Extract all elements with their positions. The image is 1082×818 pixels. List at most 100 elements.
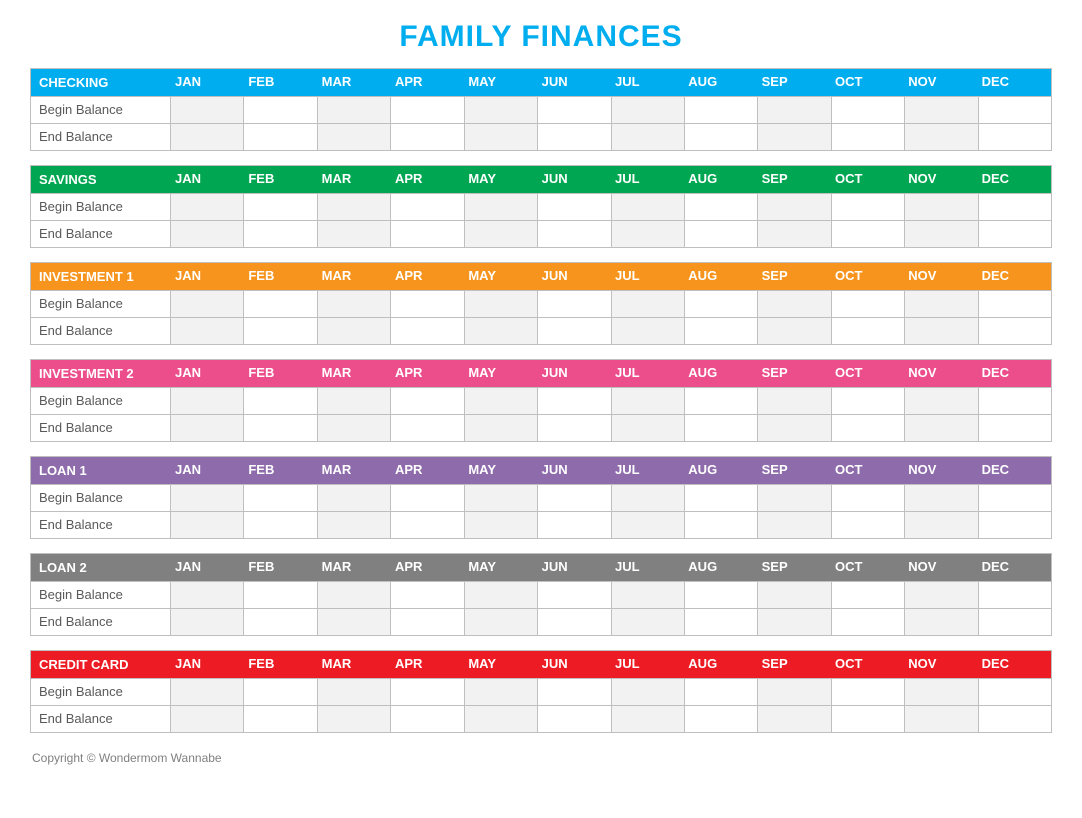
balance-cell[interactable] <box>612 194 685 220</box>
balance-cell[interactable] <box>612 97 685 123</box>
balance-cell[interactable] <box>171 318 244 344</box>
balance-cell[interactable] <box>979 97 1051 123</box>
balance-cell[interactable] <box>318 318 391 344</box>
balance-cell[interactable] <box>832 194 905 220</box>
balance-cell[interactable] <box>465 512 538 538</box>
balance-cell[interactable] <box>244 318 317 344</box>
balance-cell[interactable] <box>538 485 611 511</box>
balance-cell[interactable] <box>758 679 831 705</box>
balance-cell[interactable] <box>244 194 317 220</box>
balance-cell[interactable] <box>318 221 391 247</box>
balance-cell[interactable] <box>171 194 244 220</box>
balance-cell[interactable] <box>685 291 758 317</box>
balance-cell[interactable] <box>391 706 464 732</box>
balance-cell[interactable] <box>612 124 685 150</box>
balance-cell[interactable] <box>391 124 464 150</box>
balance-cell[interactable] <box>244 97 317 123</box>
balance-cell[interactable] <box>538 582 611 608</box>
balance-cell[interactable] <box>979 291 1051 317</box>
balance-cell[interactable] <box>318 485 391 511</box>
balance-cell[interactable] <box>391 388 464 414</box>
balance-cell[interactable] <box>979 221 1051 247</box>
balance-cell[interactable] <box>318 582 391 608</box>
balance-cell[interactable] <box>318 194 391 220</box>
balance-cell[interactable] <box>832 609 905 635</box>
balance-cell[interactable] <box>832 415 905 441</box>
balance-cell[interactable] <box>832 97 905 123</box>
balance-cell[interactable] <box>538 194 611 220</box>
balance-cell[interactable] <box>832 512 905 538</box>
balance-cell[interactable] <box>758 291 831 317</box>
balance-cell[interactable] <box>979 124 1051 150</box>
balance-cell[interactable] <box>465 97 538 123</box>
balance-cell[interactable] <box>244 582 317 608</box>
balance-cell[interactable] <box>171 97 244 123</box>
balance-cell[interactable] <box>465 706 538 732</box>
balance-cell[interactable] <box>171 706 244 732</box>
balance-cell[interactable] <box>979 582 1051 608</box>
balance-cell[interactable] <box>171 485 244 511</box>
balance-cell[interactable] <box>905 512 978 538</box>
balance-cell[interactable] <box>612 609 685 635</box>
balance-cell[interactable] <box>318 706 391 732</box>
balance-cell[interactable] <box>758 415 831 441</box>
balance-cell[interactable] <box>538 97 611 123</box>
balance-cell[interactable] <box>758 582 831 608</box>
balance-cell[interactable] <box>171 415 244 441</box>
balance-cell[interactable] <box>171 388 244 414</box>
balance-cell[interactable] <box>391 582 464 608</box>
balance-cell[interactable] <box>538 124 611 150</box>
balance-cell[interactable] <box>758 221 831 247</box>
balance-cell[interactable] <box>612 706 685 732</box>
balance-cell[interactable] <box>685 679 758 705</box>
balance-cell[interactable] <box>538 221 611 247</box>
balance-cell[interactable] <box>171 124 244 150</box>
balance-cell[interactable] <box>832 679 905 705</box>
balance-cell[interactable] <box>905 485 978 511</box>
balance-cell[interactable] <box>391 679 464 705</box>
balance-cell[interactable] <box>979 512 1051 538</box>
balance-cell[interactable] <box>979 679 1051 705</box>
balance-cell[interactable] <box>465 679 538 705</box>
balance-cell[interactable] <box>171 291 244 317</box>
balance-cell[interactable] <box>979 388 1051 414</box>
balance-cell[interactable] <box>318 609 391 635</box>
balance-cell[interactable] <box>318 97 391 123</box>
balance-cell[interactable] <box>979 318 1051 344</box>
balance-cell[interactable] <box>685 318 758 344</box>
balance-cell[interactable] <box>905 124 978 150</box>
balance-cell[interactable] <box>391 485 464 511</box>
balance-cell[interactable] <box>465 388 538 414</box>
balance-cell[interactable] <box>244 706 317 732</box>
balance-cell[interactable] <box>758 124 831 150</box>
balance-cell[interactable] <box>171 609 244 635</box>
balance-cell[interactable] <box>244 485 317 511</box>
balance-cell[interactable] <box>832 221 905 247</box>
balance-cell[interactable] <box>905 582 978 608</box>
balance-cell[interactable] <box>758 609 831 635</box>
balance-cell[interactable] <box>538 388 611 414</box>
balance-cell[interactable] <box>244 124 317 150</box>
balance-cell[interactable] <box>758 512 831 538</box>
balance-cell[interactable] <box>905 194 978 220</box>
balance-cell[interactable] <box>612 512 685 538</box>
balance-cell[interactable] <box>832 291 905 317</box>
balance-cell[interactable] <box>979 194 1051 220</box>
balance-cell[interactable] <box>758 388 831 414</box>
balance-cell[interactable] <box>391 415 464 441</box>
balance-cell[interactable] <box>612 485 685 511</box>
balance-cell[interactable] <box>244 415 317 441</box>
balance-cell[interactable] <box>391 97 464 123</box>
balance-cell[interactable] <box>685 415 758 441</box>
balance-cell[interactable] <box>832 706 905 732</box>
balance-cell[interactable] <box>685 582 758 608</box>
balance-cell[interactable] <box>391 221 464 247</box>
balance-cell[interactable] <box>391 318 464 344</box>
balance-cell[interactable] <box>905 706 978 732</box>
balance-cell[interactable] <box>832 582 905 608</box>
balance-cell[interactable] <box>758 706 831 732</box>
balance-cell[interactable] <box>244 221 317 247</box>
balance-cell[interactable] <box>465 582 538 608</box>
balance-cell[interactable] <box>905 97 978 123</box>
balance-cell[interactable] <box>465 291 538 317</box>
